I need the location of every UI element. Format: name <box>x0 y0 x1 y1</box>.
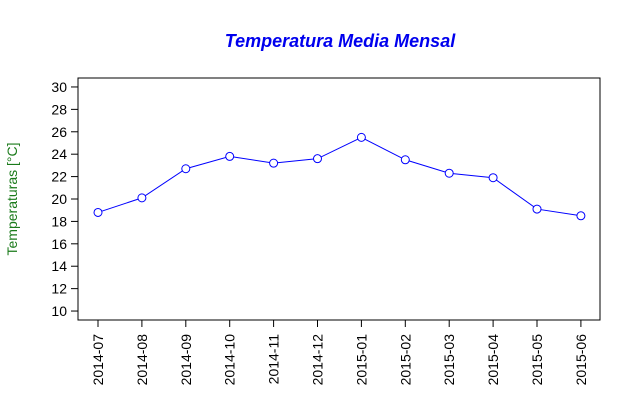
x-tick-label: 2015-05 <box>529 334 545 386</box>
x-tick-label: 2015-04 <box>485 334 501 386</box>
y-tick-label: 18 <box>51 213 67 229</box>
data-point <box>400 155 410 165</box>
data-point <box>313 154 322 164</box>
plot-frame <box>77 77 601 321</box>
x-tick-label: 2014-09 <box>178 334 194 386</box>
series-temperatura <box>93 132 586 221</box>
x-tick-label: 2014-07 <box>90 334 106 386</box>
y-tick-label: 20 <box>51 191 67 207</box>
y-axis-label: Temperaturas [°C] <box>4 143 20 256</box>
data-point <box>269 158 279 168</box>
data-point <box>137 193 147 203</box>
y-tick-label: 16 <box>51 236 67 252</box>
y-tick-label: 22 <box>51 169 67 185</box>
series-line <box>97 136 581 217</box>
data-point <box>576 211 586 221</box>
y-tick-label: 12 <box>51 281 67 297</box>
x-tick-label: 2015-06 <box>573 334 589 386</box>
x-tick-label: 2014-08 <box>134 334 150 386</box>
chart-title: Temperatura Media Mensal <box>225 31 456 51</box>
x-tick-label: 2015-01 <box>353 334 369 386</box>
data-point <box>444 168 454 178</box>
x-tick-label: 2014-10 <box>222 334 238 386</box>
y-tick-label: 26 <box>51 124 67 140</box>
data-point <box>356 132 366 142</box>
data-point <box>93 207 103 217</box>
x-tick-label: 2014-11 <box>266 334 282 385</box>
data-point <box>488 173 498 183</box>
x-tick-label: 2014-12 <box>310 334 326 386</box>
x-tick-label: 2015-02 <box>397 334 413 386</box>
x-axis: 2014-07 2014-08 2014-09 2014-10 2014-11 2014-… <box>90 320 589 385</box>
y-tick-label: 30 <box>51 79 67 95</box>
y-axis: 10 12 14 16 18 20 22 24 26 28 30 <box>51 79 78 319</box>
y-tick-label: 28 <box>51 101 67 117</box>
data-point <box>181 164 191 174</box>
y-tick-label: 10 <box>51 303 67 319</box>
y-tick-label: 14 <box>51 258 67 274</box>
y-tick-label: 24 <box>51 146 67 162</box>
x-tick-label: 2015-03 <box>441 334 457 386</box>
data-point <box>532 204 542 214</box>
data-point <box>225 151 235 161</box>
